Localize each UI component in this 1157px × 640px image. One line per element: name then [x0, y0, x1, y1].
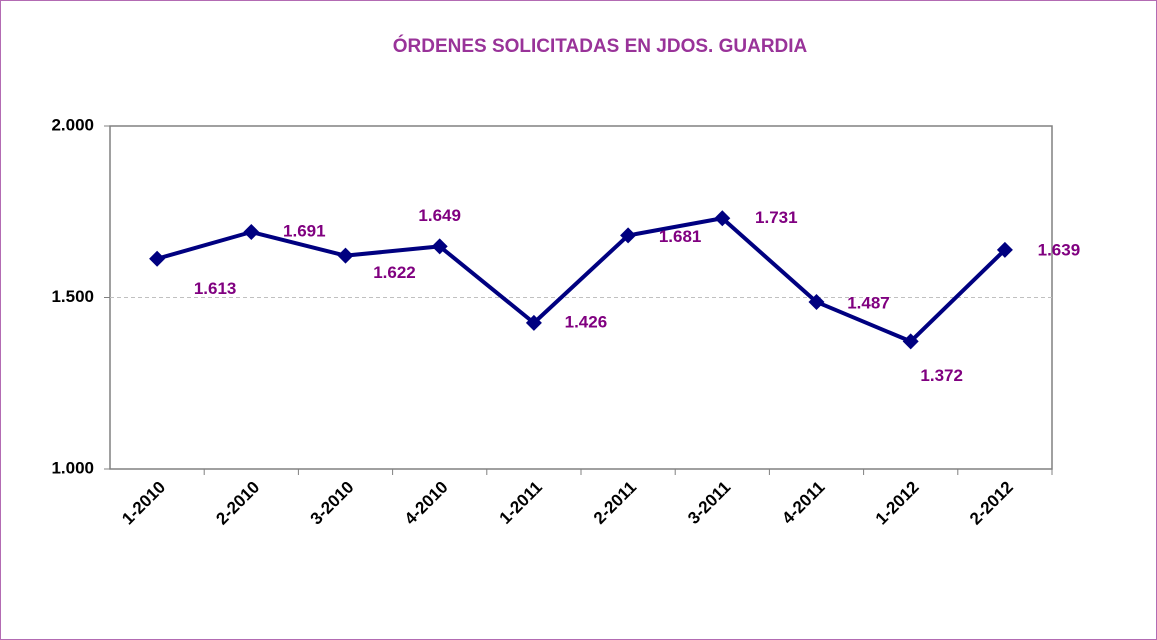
data-label: 1.649: [418, 206, 461, 225]
line: [156, 216, 1007, 344]
data-label: 1.681: [659, 227, 702, 246]
data-label: 1.691: [283, 221, 326, 240]
marker: [525, 314, 542, 331]
marker: [714, 210, 731, 227]
data-label: 1.622: [373, 263, 416, 282]
marker: [243, 223, 260, 240]
marker: [149, 250, 166, 267]
data-label: 1.372: [920, 366, 963, 385]
marker: [808, 293, 825, 310]
marker: [620, 227, 637, 244]
marker: [431, 238, 448, 255]
data-label: 1.426: [565, 312, 608, 331]
y-tick-label: 1.500: [51, 287, 94, 306]
marker: [996, 241, 1013, 258]
data-label: 1.731: [755, 208, 798, 227]
marker: [337, 247, 354, 264]
data-label: 1.487: [847, 293, 890, 312]
y-tick-label: 2.000: [51, 115, 94, 134]
marker: [902, 333, 919, 350]
data-label: 1.639: [1038, 240, 1081, 259]
data-label: 1.613: [194, 279, 237, 298]
y-tick-label: 1.000: [51, 458, 94, 477]
chart-title: ÓRDENES SOLICITADAS EN JDOS. GUARDIA: [393, 35, 808, 57]
